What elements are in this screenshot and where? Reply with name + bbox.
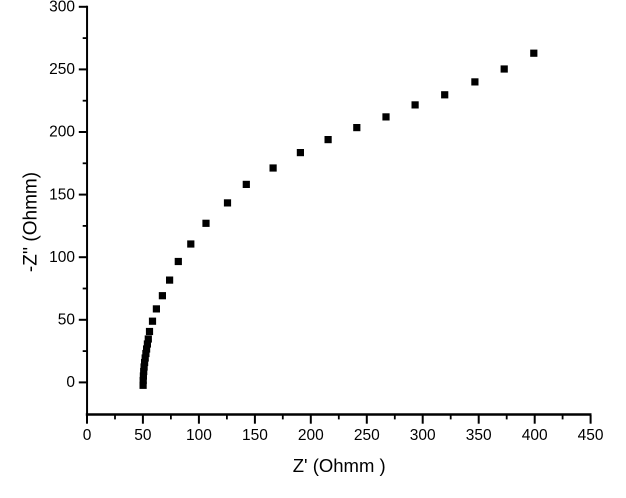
svg-text:50: 50 [58,312,76,329]
svg-text:200: 200 [298,427,324,444]
svg-text:250: 250 [354,427,380,444]
svg-text:300: 300 [410,427,436,444]
svg-text:0: 0 [83,427,92,444]
svg-text:Z' (Ohmm ): Z' (Ohmm ) [293,455,386,476]
svg-text:250: 250 [49,61,75,78]
svg-text:100: 100 [49,249,75,266]
svg-text:50: 50 [134,427,152,444]
svg-text:400: 400 [522,427,548,444]
svg-text:150: 150 [49,186,75,203]
svg-text:100: 100 [186,427,212,444]
svg-text:0: 0 [66,374,75,391]
svg-text:450: 450 [578,427,604,444]
svg-text:150: 150 [242,427,268,444]
svg-text:-Z'' (Ohmm): -Z'' (Ohmm) [21,172,42,272]
svg-text:200: 200 [49,124,75,141]
svg-text:300: 300 [49,0,75,16]
svg-text:350: 350 [466,427,492,444]
